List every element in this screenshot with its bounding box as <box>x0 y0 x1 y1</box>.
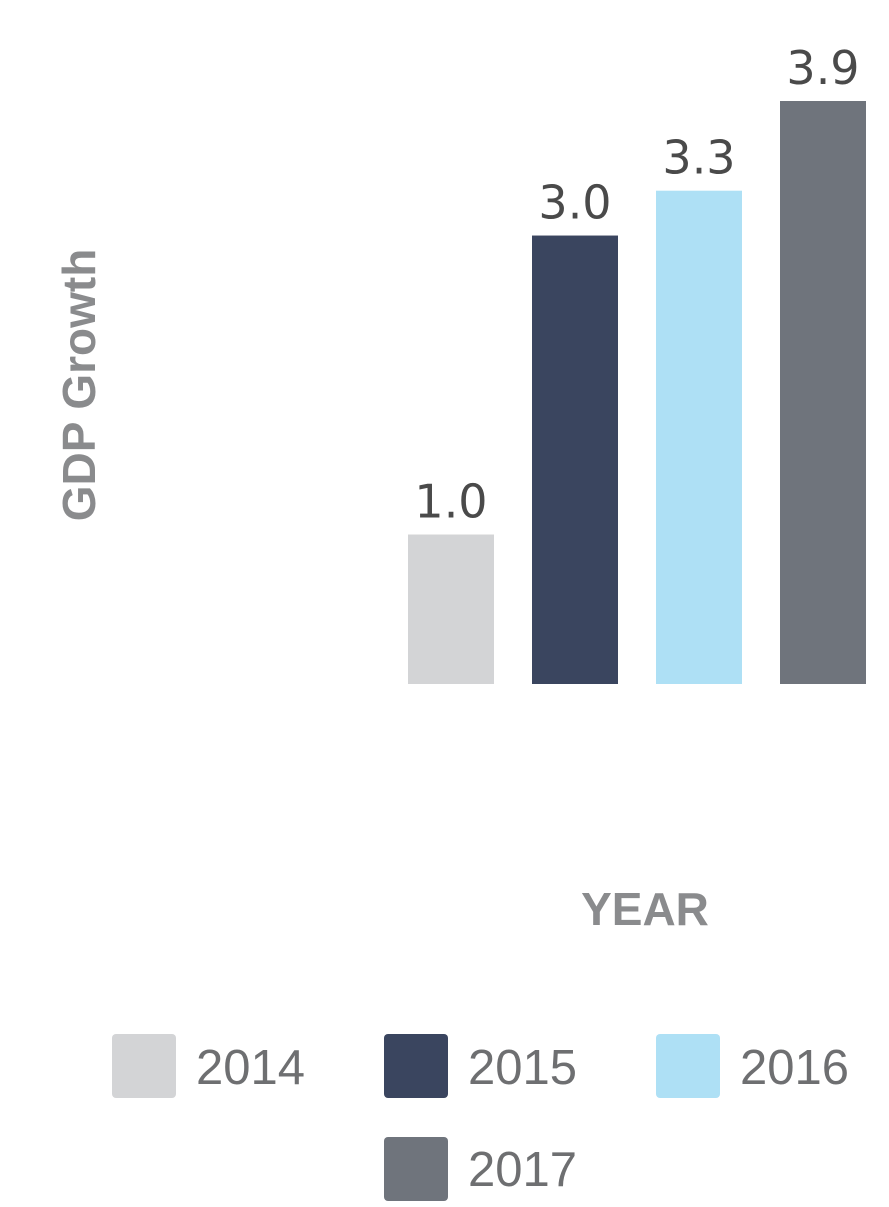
value-label-2017: 3.9 <box>786 41 859 95</box>
value-label-2015: 3.0 <box>538 176 611 230</box>
legend-swatch-2017 <box>384 1137 448 1201</box>
bar-2016 <box>656 190 742 684</box>
legend-label-2016: 2016 <box>740 1041 849 1095</box>
legend-swatch-2014 <box>112 1034 176 1098</box>
value-labels-group: 1.0 3.0 3.3 3.9 <box>414 41 859 529</box>
bar-2015 <box>532 235 618 685</box>
bars-group <box>408 101 866 685</box>
legend-swatch-2015 <box>384 1034 448 1098</box>
legend-label-2015: 2015 <box>468 1041 577 1095</box>
bar-2017 <box>780 101 866 684</box>
legend-swatch-2016 <box>656 1034 720 1098</box>
value-label-2016: 3.3 <box>662 131 735 185</box>
x-axis-title: YEAR <box>581 883 709 935</box>
y-axis-title: GDP Growth <box>53 249 105 522</box>
legend-label-2014: 2014 <box>196 1041 305 1095</box>
legend: 2014 2015 2016 2017 <box>112 1034 849 1201</box>
bar-2014 <box>408 534 494 684</box>
value-label-2014: 1.0 <box>414 475 487 529</box>
legend-label-2017: 2017 <box>468 1143 577 1197</box>
